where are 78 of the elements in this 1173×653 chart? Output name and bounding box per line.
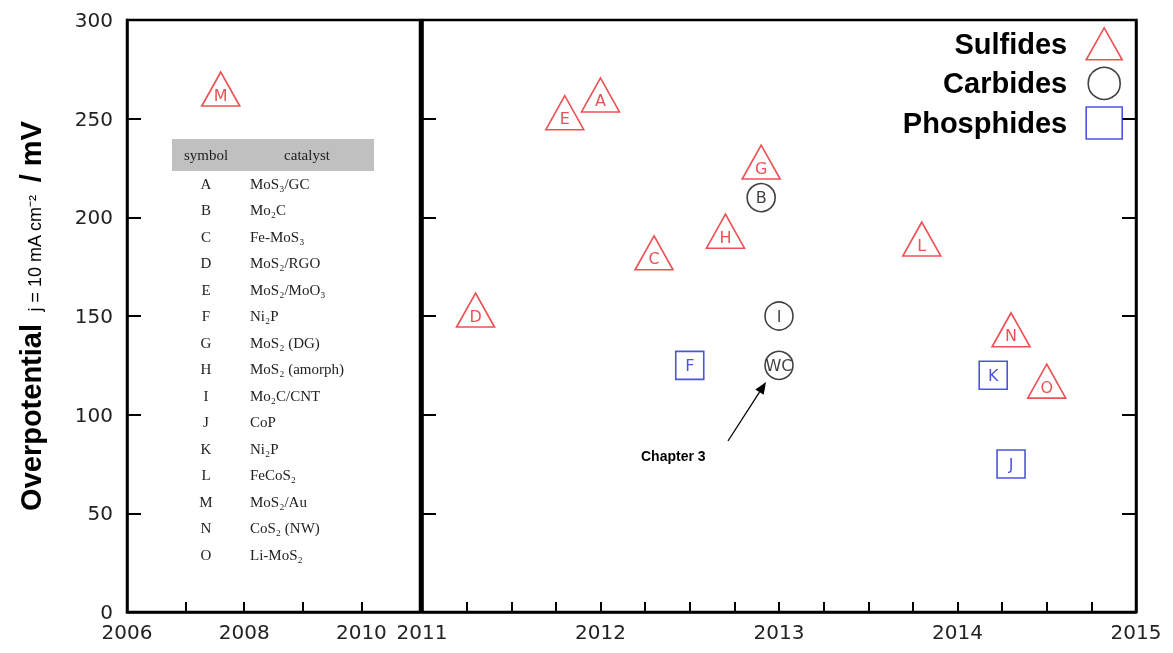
- annotation: L: [200, 467, 212, 485]
- data-label: I: [776, 306, 782, 326]
- data-label: C: [648, 249, 660, 269]
- point: [674, 350, 705, 381]
- legend-label: Sulfides: [954, 27, 1068, 60]
- point: [741, 144, 781, 180]
- annotation: symbol: [182, 146, 230, 164]
- x-tick-label: 2015: [1110, 620, 1162, 644]
- point: [902, 221, 942, 257]
- data-label: M: [213, 85, 228, 105]
- point: [705, 213, 746, 249]
- y-tick-label: 50: [87, 501, 113, 526]
- annotation: A: [199, 175, 213, 193]
- y-axis-title: Overpotential j = 10 mA cm⁻² / mV: [14, 120, 47, 511]
- y-tick-label: 300: [74, 8, 113, 32]
- annotation: G: [199, 334, 213, 352]
- point: [996, 449, 1026, 479]
- legend-label: Carbides: [943, 67, 1068, 100]
- annotation: catalyst: [283, 146, 331, 164]
- annotation: Chapter 3: [641, 448, 706, 464]
- annotation: MoS₂/Au: [249, 493, 308, 511]
- point: [991, 312, 1031, 348]
- y-tick-label: 250: [74, 106, 113, 131]
- data-label: L: [917, 235, 927, 255]
- point: [455, 292, 496, 328]
- y-tick-label: 150: [74, 304, 113, 328]
- data-label: O: [1040, 377, 1054, 397]
- annotation: M: [198, 493, 214, 511]
- annotation: C: [200, 228, 212, 246]
- y-tick-label: 100: [74, 402, 113, 427]
- annotation: J: [202, 414, 210, 432]
- data-label: K: [987, 365, 999, 385]
- point: [764, 301, 794, 331]
- data-label: N: [1005, 326, 1018, 346]
- point: [1026, 363, 1067, 399]
- x-tick-label: 2010: [335, 620, 387, 644]
- point: [634, 235, 674, 271]
- annotation: MoS₃/GC: [249, 175, 311, 193]
- annotation: E: [200, 281, 212, 299]
- data-label: A: [595, 91, 607, 111]
- annotation: B: [200, 202, 212, 220]
- data-label: E: [559, 109, 570, 129]
- annotation: Ni₂P: [249, 440, 280, 458]
- annotation: MoS₂/MoO₃: [249, 281, 327, 299]
- x-tick-label: 2008: [218, 620, 270, 644]
- annotation: Mo₂C: [249, 202, 288, 220]
- annotation: MoS₂ (amorph): [249, 361, 345, 379]
- annotation: O: [199, 546, 213, 564]
- point: [545, 94, 585, 131]
- y-tick-label: 200: [74, 205, 113, 230]
- data-label: F: [685, 355, 695, 375]
- annotation: CoP: [249, 414, 277, 432]
- x-tick-label: 2014: [932, 620, 983, 644]
- legend-label: Phosphides: [902, 107, 1068, 139]
- data-label: H: [719, 227, 732, 247]
- annotation: D: [199, 255, 213, 273]
- annotation: Li-MoS₂: [249, 546, 304, 564]
- annotation: F: [200, 308, 212, 326]
- x-tick-label: 2013: [753, 620, 805, 644]
- annotation: MoS₂/RGO: [249, 255, 322, 273]
- data-label: G: [754, 158, 768, 178]
- data-label: WC: [765, 355, 793, 375]
- annotation: Ni₂P: [249, 308, 280, 326]
- annotation: K: [199, 440, 213, 458]
- x-tick-label: 2011: [396, 620, 448, 644]
- x-tick-label: 2012: [575, 620, 626, 644]
- annotation: N: [199, 520, 213, 538]
- annotation: FeCoS₂: [249, 467, 298, 485]
- data-label: J: [1007, 454, 1014, 474]
- annotation: H: [199, 361, 213, 379]
- annotation: Mo₂C/CNT: [249, 387, 322, 405]
- annotation: CoS₂ (NW): [249, 520, 321, 538]
- annotation: Fe-MoS₃: [249, 228, 306, 246]
- data-label: D: [469, 306, 482, 326]
- data-label: B: [755, 188, 767, 208]
- annotation: I: [202, 387, 210, 405]
- point: [580, 77, 621, 113]
- annotation: MoS₂ (DG): [249, 334, 321, 352]
